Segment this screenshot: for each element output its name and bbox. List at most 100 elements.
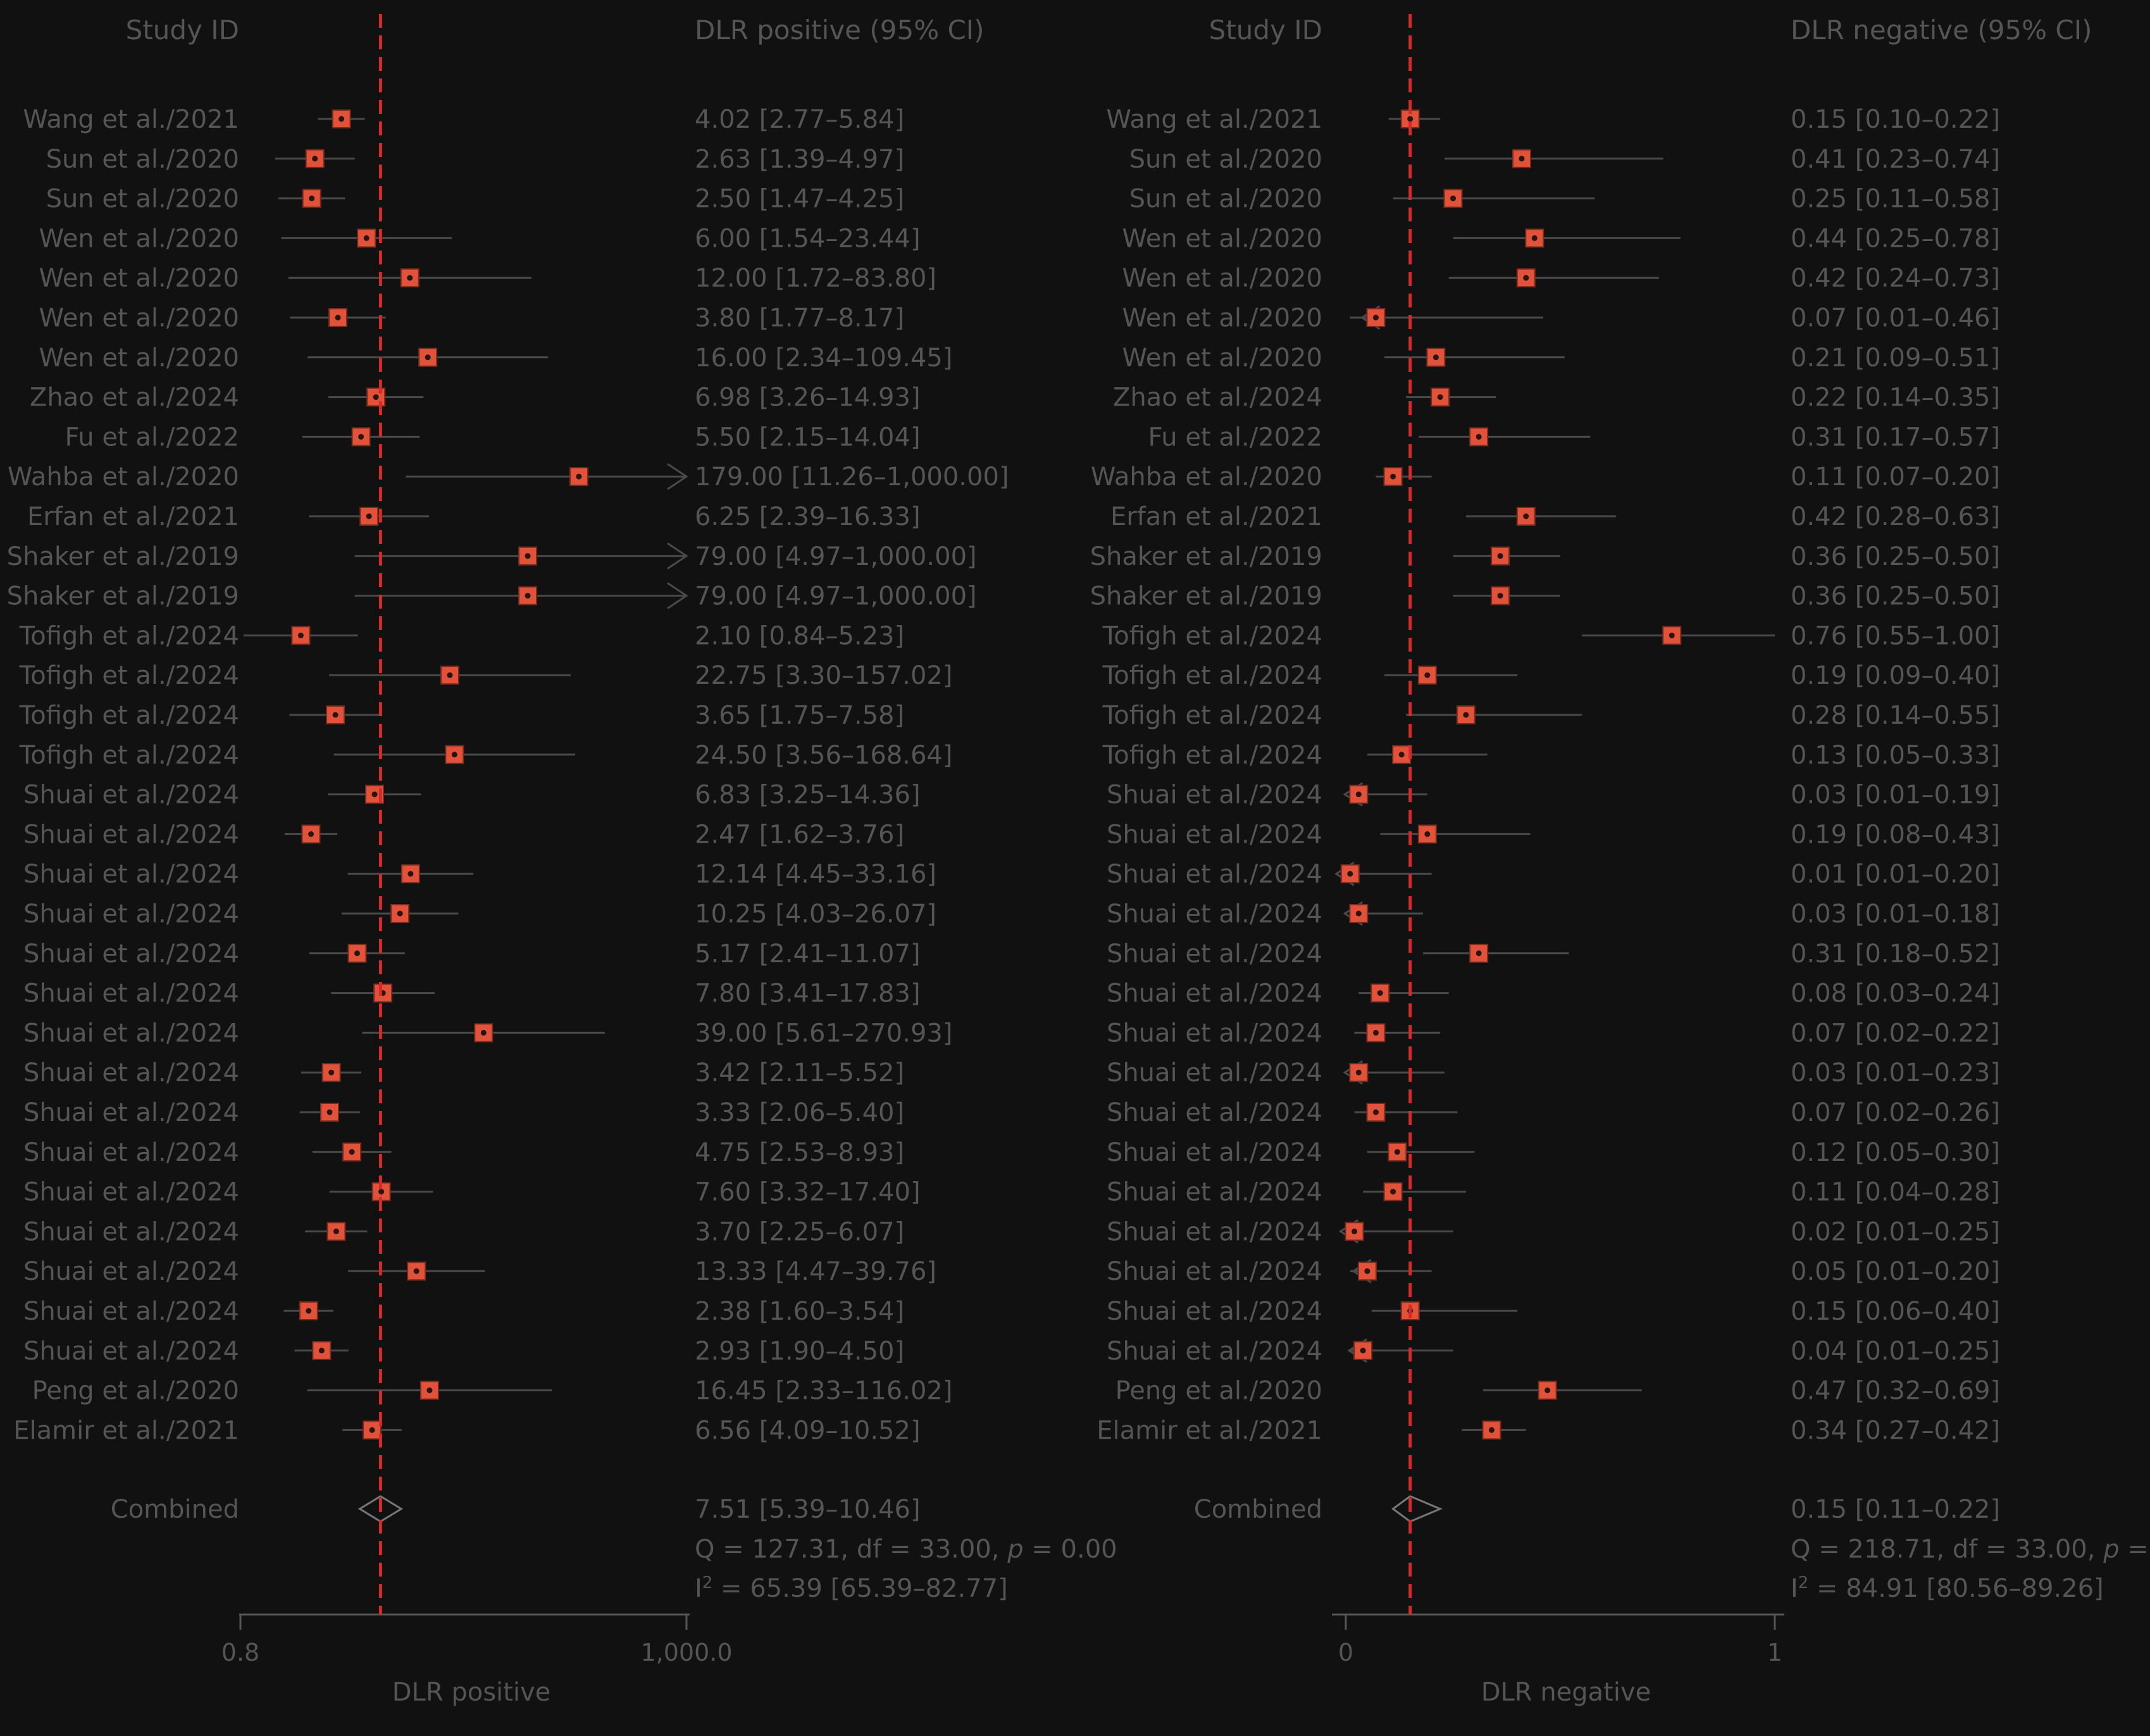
- combined-estimate-label: 0.15 [0.11–0.22]: [1791, 1495, 2000, 1524]
- estimate-ci-label: 0.08 [0.03–0.24]: [1791, 979, 2000, 1008]
- point-estimate-dot: [308, 831, 314, 837]
- point-estimate-dot: [371, 791, 378, 798]
- point-estimate-dot: [1390, 473, 1396, 480]
- ci-arrow-right: [667, 582, 688, 609]
- point-estimate-dot: [1364, 1268, 1370, 1274]
- point-estimate-dot: [369, 1427, 375, 1433]
- study-label: Wang et al./2021: [1106, 105, 1322, 134]
- point-estimate-dot: [1523, 513, 1529, 519]
- study-label: Shuai et al./2024: [1107, 1257, 1322, 1286]
- study-label: Shaker et al./2019: [1090, 542, 1322, 571]
- point-estimate-dot: [1355, 791, 1362, 798]
- point-estimate-dot: [333, 1228, 339, 1234]
- point-estimate-dot: [309, 195, 315, 202]
- point-estimate-dot: [1390, 1189, 1396, 1195]
- study-label: Erfan et al./2021: [1110, 502, 1322, 531]
- combined-estimate-diamond: [1391, 1495, 1443, 1523]
- study-label: Wahba et al./2020: [8, 462, 239, 492]
- study-label: Shaker et al./2019: [7, 542, 239, 571]
- point-estimate-dot: [525, 553, 531, 559]
- estimate-ci-label: 3.33 [2.06–5.40]: [695, 1098, 904, 1127]
- study-label: Sun et al./2020: [1129, 145, 1322, 174]
- ci-arrow-right: [667, 542, 688, 570]
- study-label: Shuai et al./2024: [23, 1217, 239, 1246]
- point-estimate-dot: [335, 314, 341, 321]
- estimate-ci-label: 0.31 [0.18–0.52]: [1791, 939, 2000, 969]
- estimate-ci-label: 179.00 [11.26–1,000.00]: [695, 462, 1009, 492]
- point-estimate-dot: [373, 394, 379, 400]
- estimate-ci-label: 0.15 [0.10–0.22]: [1791, 105, 2000, 134]
- study-label: Shuai et al./2024: [23, 900, 239, 929]
- estimate-ci-label: 0.11 [0.04–0.28]: [1791, 1178, 2000, 1207]
- estimate-ci-label: 0.47 [0.32–0.69]: [1791, 1377, 2000, 1406]
- study-label: Shaker et al./2019: [1090, 582, 1322, 611]
- study-label: Fu et al./2022: [1148, 423, 1322, 452]
- study-label: Shuai et al./2024: [1107, 1217, 1322, 1246]
- point-estimate-dot: [1531, 235, 1538, 241]
- point-estimate-dot: [426, 1387, 433, 1394]
- study-label: Wen et al./2020: [39, 304, 239, 333]
- point-estimate-dot: [525, 593, 531, 599]
- point-estimate-dot: [1489, 1427, 1495, 1433]
- estimate-ci-label: 0.76 [0.55–1.00]: [1791, 621, 2000, 650]
- study-label: Tofigh et al./2024: [19, 701, 239, 730]
- estimate-ci-label: 39.00 [5.61–270.93]: [695, 1019, 952, 1048]
- point-estimate-dot: [349, 1149, 355, 1155]
- study-label: Sun et al./2020: [46, 145, 239, 174]
- study-label: Shuai et al./2024: [1107, 939, 1322, 969]
- study-label: Tofigh et al./2024: [1102, 701, 1322, 730]
- estimate-ci-label: 0.42 [0.28–0.63]: [1791, 502, 2000, 531]
- study-label: Shuai et al./2024: [1107, 1019, 1322, 1048]
- point-estimate-marker: [326, 705, 345, 724]
- estimate-ci-label: 16.00 [2.34–109.45]: [695, 344, 952, 373]
- point-estimate-dot: [1372, 314, 1379, 321]
- forest-panel-dlr-negative: Study ID DLR negative (95% CI) Wang et al.…: [1090, 14, 2150, 1707]
- point-estimate-marker: [418, 347, 438, 367]
- point-estimate-dot: [576, 473, 582, 480]
- point-estimate-dot: [1432, 354, 1439, 361]
- estimate-ci-label: 6.00 [1.54–23.44]: [695, 224, 921, 253]
- point-estimate-dot: [1463, 712, 1469, 718]
- study-label: Erfan et al./2021: [27, 502, 239, 531]
- x-axis-title: DLR negative: [1481, 1678, 1651, 1707]
- x-axis-tick-label: 0: [1338, 1639, 1353, 1666]
- study-label: Shuai et al./2024: [23, 1138, 239, 1167]
- study-label: Shuai et al./2024: [1107, 1138, 1322, 1167]
- study-label: Peng et al./2020: [1115, 1377, 1322, 1406]
- estimate-ci-label: 16.45 [2.33–116.02]: [695, 1377, 952, 1406]
- study-label: Shuai et al./2024: [1107, 900, 1322, 929]
- estimate-ci-label: 12.14 [4.45–33.16]: [695, 860, 936, 889]
- point-estimate-dot: [1372, 1109, 1379, 1115]
- point-estimate-dot: [332, 712, 339, 718]
- estimate-ci-label: 3.80 [1.77–8.17]: [695, 304, 904, 333]
- point-estimate-dot: [413, 1268, 419, 1274]
- forest-panel-dlr-positive: Study ID DLR positive (95% CI) Wang et al.…: [7, 14, 1117, 1707]
- point-estimate-marker: [301, 824, 321, 844]
- point-estimate-dot: [425, 354, 431, 361]
- point-estimate-dot: [1519, 156, 1525, 162]
- study-label: Shaker et al./2019: [7, 582, 239, 611]
- estimate-ci-label: 10.25 [4.03–26.07]: [695, 900, 936, 929]
- heterogeneity-q-text: Q = 218.71, df = 33.00, p = 0.00: [1791, 1535, 2150, 1564]
- study-label: Shuai et al./2024: [1107, 979, 1322, 1008]
- point-estimate-dot: [1398, 752, 1405, 758]
- point-estimate-dot: [1476, 433, 1482, 440]
- study-label: Shuai et al./2024: [1107, 1058, 1322, 1088]
- estimate-ci-label: 0.19 [0.09–0.40]: [1791, 661, 2000, 690]
- point-estimate-dot: [397, 910, 403, 917]
- estimate-ci-label: 13.33 [4.47–39.76]: [695, 1257, 936, 1286]
- study-label: Shuai et al./2024: [1107, 781, 1322, 810]
- point-estimate-dot: [1355, 1069, 1362, 1076]
- estimate-ci-label: 3.65 [1.75–7.58]: [695, 701, 904, 730]
- study-label: Wang et al./2021: [23, 105, 239, 134]
- point-estimate-marker: [419, 1380, 439, 1400]
- x-axis-tick-label: 1,000.0: [640, 1639, 732, 1666]
- point-estimate-marker: [1491, 586, 1510, 605]
- point-estimate-marker: [1538, 1380, 1557, 1400]
- estimate-ci-label: 2.50 [1.47–4.25]: [695, 185, 904, 214]
- study-label: Wen et al./2020: [1122, 304, 1322, 333]
- study-label: Fu et al./2022: [65, 423, 239, 452]
- estimate-ci-label: 0.03 [0.01–0.23]: [1791, 1058, 2000, 1088]
- header-estimate: DLR positive (95% CI): [695, 15, 985, 46]
- x-axis-title: DLR positive: [392, 1678, 551, 1707]
